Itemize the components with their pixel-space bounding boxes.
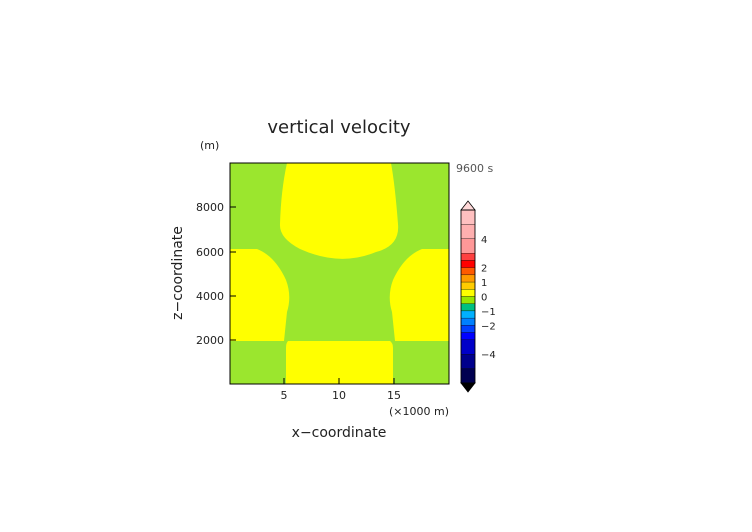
x-axis-label: x−coordinate [292, 425, 387, 441]
colorbar-band [460, 317, 476, 326]
colorbar-band [460, 303, 476, 312]
colorbar-bands [460, 209, 476, 384]
colorbar-band [460, 296, 476, 304]
x-axis: 5 10 15 [281, 378, 401, 402]
y-tick-label: 2000 [196, 334, 224, 347]
colorbar-band [460, 332, 476, 340]
colorbar-tick-label: 1 [481, 278, 487, 289]
colorbar-band [460, 339, 476, 355]
x-unit-label: (×1000 m) [389, 405, 449, 418]
colorbar-tick-label: 2 [481, 264, 487, 275]
positive-cell-right [389, 249, 449, 341]
colorbar-tick-label: −2 [481, 321, 496, 332]
x-tick-label: 15 [387, 389, 401, 402]
colorbar: 4 2 1 0 −1 −2 −4 [460, 200, 496, 393]
time-label: 9600 s [456, 162, 493, 175]
y-tick-label: 8000 [196, 201, 224, 214]
y-tick-label: 6000 [196, 246, 224, 259]
plot-area [230, 163, 449, 384]
colorbar-labels: 4 2 1 0 −1 −2 −4 [481, 235, 496, 361]
colorbar-under-triangle [460, 382, 476, 393]
colorbar-frame [460, 209, 476, 384]
colorbar-over-triangle [460, 200, 476, 211]
chart-title: vertical velocity [267, 117, 411, 138]
colorbar-tick-label: 4 [481, 235, 487, 246]
colorbar-band [460, 354, 476, 369]
x-tick-label: 5 [281, 389, 288, 402]
colorbar-band [460, 224, 476, 239]
colorbar-band [460, 253, 476, 261]
positive-cell-left [230, 249, 290, 341]
y-unit-label: (m) [200, 139, 219, 152]
colorbar-band [460, 238, 476, 254]
colorbar-tick-label: −4 [481, 350, 496, 361]
colorbar-band [460, 281, 476, 290]
positive-cell-lower [286, 341, 393, 384]
colorbar-band [460, 209, 476, 225]
x-tick-label: 10 [332, 389, 346, 402]
colorbar-band [460, 260, 476, 268]
colorbar-band [460, 368, 476, 384]
colorbar-band [460, 289, 476, 297]
colorbar-band [460, 267, 476, 276]
positive-cell-upper [279, 163, 399, 259]
colorbar-band [460, 310, 476, 319]
y-tick-label: 4000 [196, 290, 224, 303]
y-axis: 2000 4000 6000 8000 [196, 201, 236, 347]
colorbar-band [460, 274, 476, 283]
y-axis-label: z−coordinate [170, 226, 186, 320]
colorbar-tick-label: −1 [481, 307, 496, 318]
colorbar-band [460, 325, 476, 333]
colorbar-tick-label: 0 [481, 293, 487, 304]
